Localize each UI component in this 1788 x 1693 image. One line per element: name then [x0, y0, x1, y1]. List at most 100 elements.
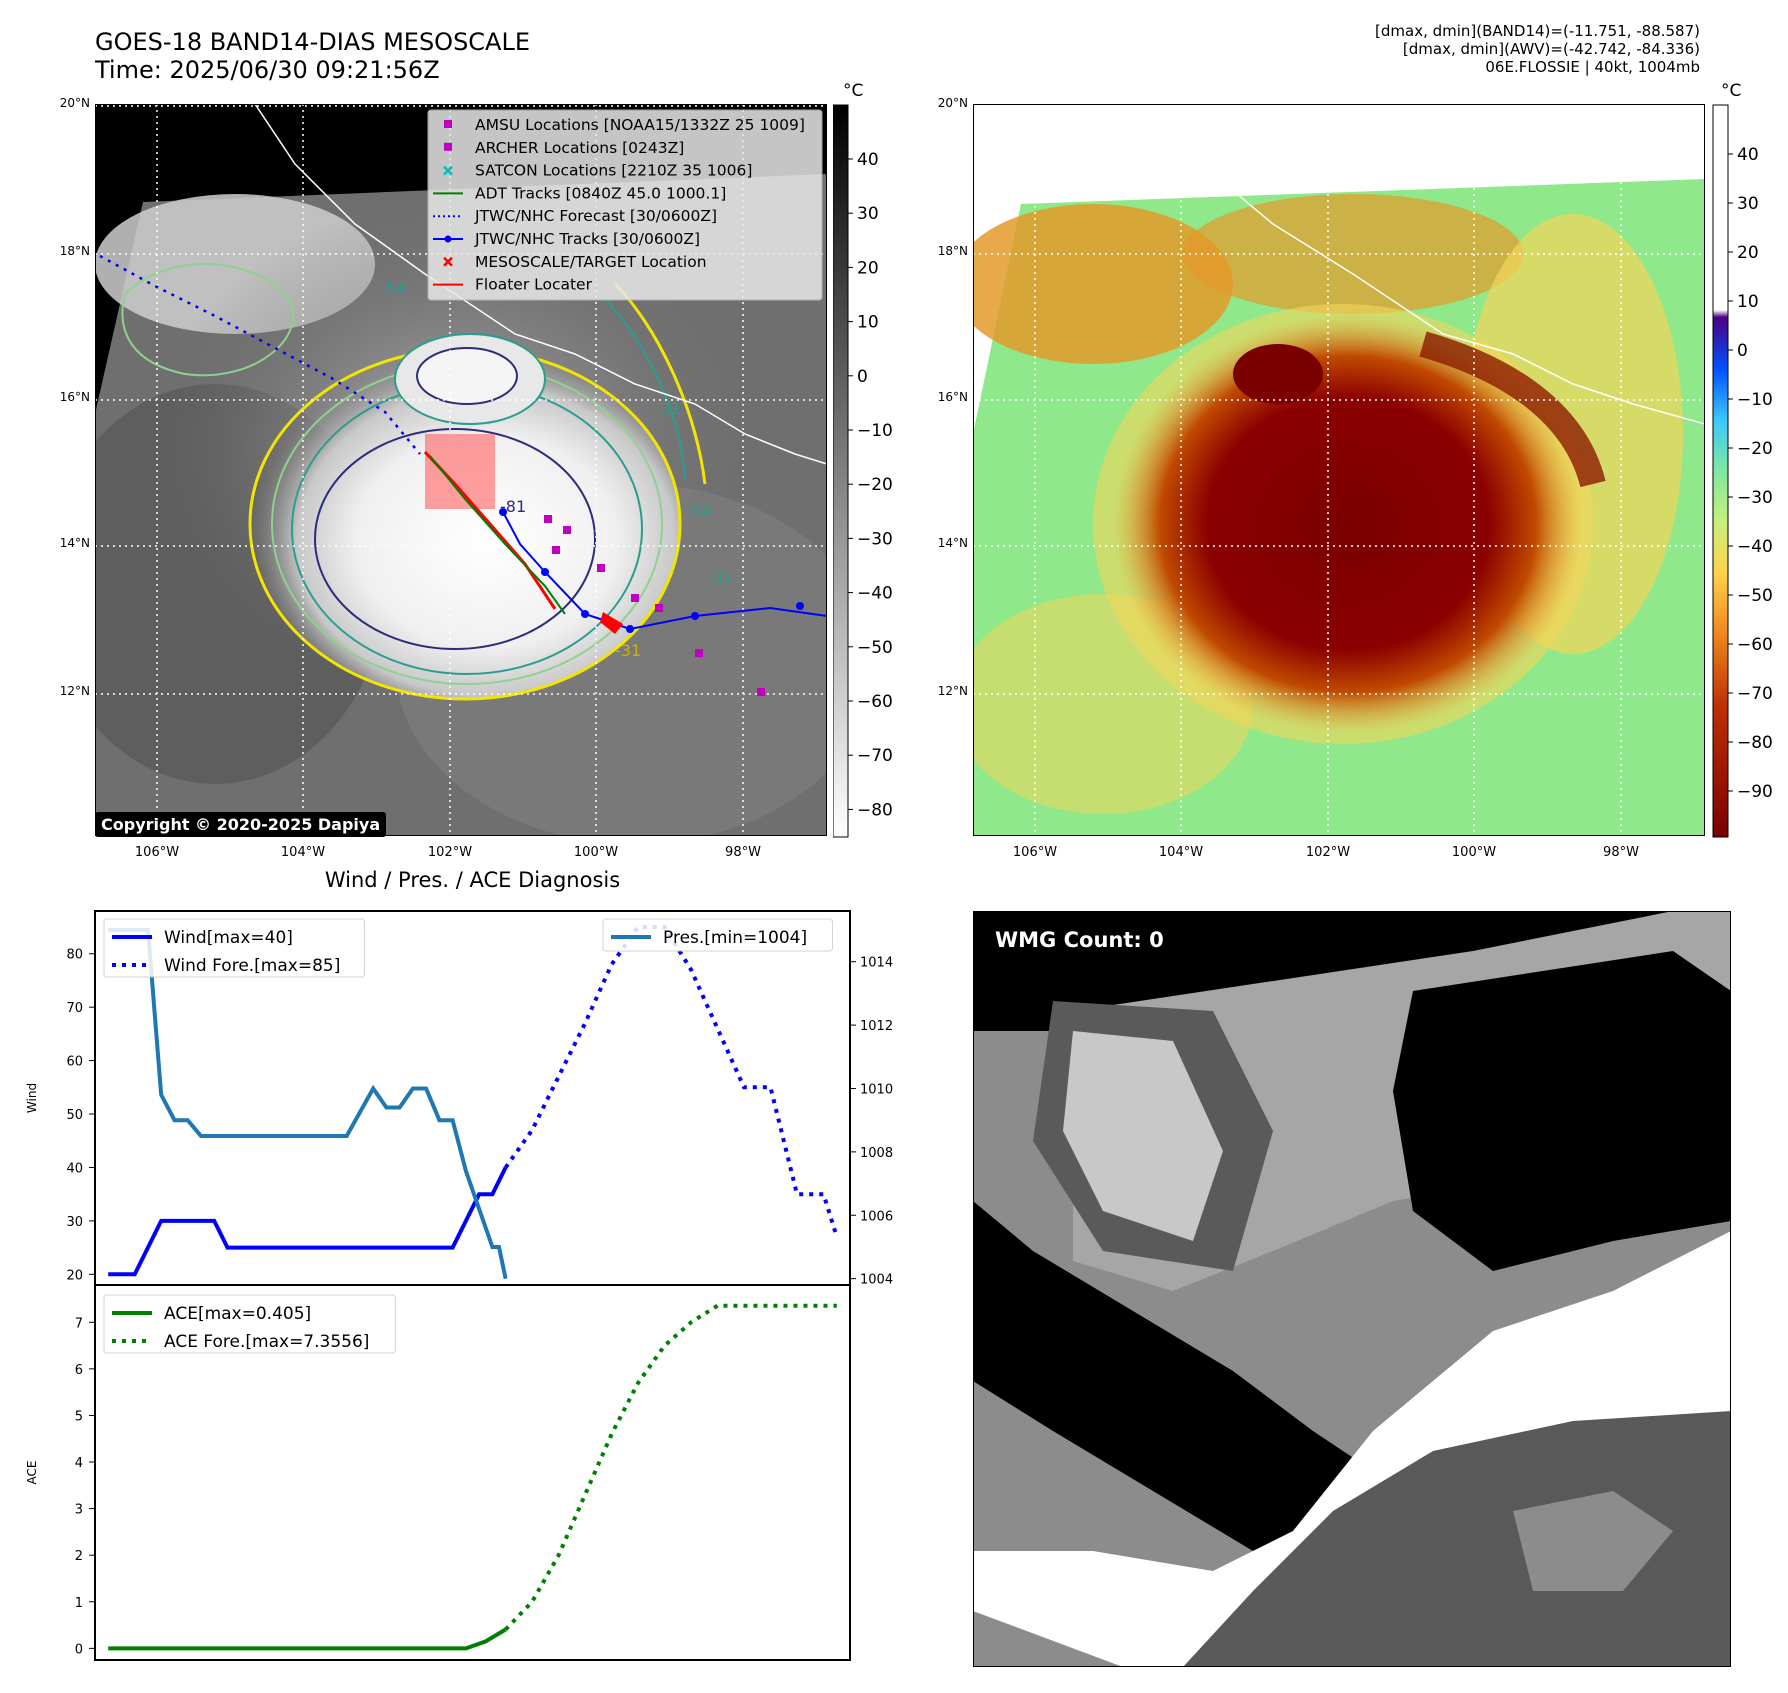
figure-title: GOES-18 BAND14-DIAS MESOSCALE Time: 2025…	[95, 28, 530, 84]
awv-lat-labels: 20°N 18°N 16°N 14°N 12°N	[918, 96, 968, 836]
colorbar-tick-label: −30	[1737, 488, 1773, 508]
lat-label: 14°N	[937, 536, 968, 550]
y-axis-label: Wind	[25, 1083, 39, 1113]
contour-label: -54	[685, 501, 711, 520]
ir-lon-labels: 106°W 104°W 102°W 100°W 98°W	[95, 845, 827, 865]
legend-label: SATCON Locations [2210Z 35 1006]	[475, 162, 752, 180]
colorbar-tick-label: 10	[1737, 292, 1759, 312]
y-right-tick-label: 1010	[860, 1082, 893, 1097]
legend-entry: AMSU Locations [NOAA15/1332Z 25 1009]	[444, 116, 805, 134]
contour-label: -31	[707, 569, 733, 588]
lat-label: 16°N	[59, 390, 90, 404]
lon-label: 106°W	[1012, 845, 1058, 860]
colorbar-tick-label: −50	[1737, 586, 1773, 606]
legend-entry: ADT Tracks [0840Z 45.0 1000.1]	[433, 184, 726, 202]
legend-label: Floater Locater	[475, 276, 593, 294]
legend-label: ADT Tracks [0840Z 45.0 1000.1]	[475, 184, 726, 202]
y-right-tick-label: 1012	[860, 1019, 893, 1034]
coastline	[254, 104, 827, 465]
colorbar-tick-label: −50	[857, 638, 893, 658]
colorbar-tick-label: 40	[857, 150, 879, 170]
colorbar-tick-label: 30	[857, 204, 879, 224]
lon-label: 100°W	[573, 845, 619, 860]
y-tick-label: 70	[66, 1001, 83, 1016]
storm-cloud-shield	[250, 349, 680, 699]
lon-label: 98°W	[1603, 845, 1639, 860]
wmg-map	[973, 911, 1731, 1667]
y-tick-label: 2	[75, 1549, 83, 1564]
legend-entry: Floater Locater	[433, 276, 593, 294]
awv-map	[973, 104, 1705, 836]
y-right-tick-label: 1006	[860, 1209, 893, 1224]
ir-colorbar-unit: °C	[843, 81, 863, 101]
lon-label: 98°W	[725, 845, 761, 860]
legend-label: Wind Fore.[max=85]	[164, 956, 340, 976]
y-tick-label: 40	[66, 1161, 83, 1176]
y-tick-label: 0	[75, 1642, 83, 1657]
colorbar-tick-label: −10	[857, 421, 893, 441]
diagnosis-chart: 20304050607080Wind1004100610081010101210…	[25, 910, 893, 1661]
colorbar-tick-label: −90	[1737, 782, 1773, 802]
awv-lon-labels: 106°W 104°W 102°W 100°W 98°W	[973, 845, 1705, 865]
wmg-count-badge: WMG Count: 0	[987, 924, 1172, 956]
legend-entry: JTWC/NHC Tracks [30/0600Z]	[433, 230, 700, 248]
y-right-tick-label: 1014	[860, 956, 893, 971]
copyright-badge: Copyright © 2020-2025 Dapiya	[95, 812, 387, 837]
colorbar-tick-label: 0	[1737, 341, 1748, 361]
legend-label: ACE Fore.[max=7.3556]	[164, 1332, 369, 1352]
colorbar-tick-label: −80	[1737, 733, 1773, 753]
y-tick-label: 30	[66, 1215, 83, 1230]
colorbar-tick-label: −40	[857, 584, 893, 604]
ir-map: -54 -31 -81 -54 -31 -31 AMSU Locations […	[95, 104, 827, 836]
colorbar-tick-label: 0	[857, 367, 868, 387]
legend-label: JTWC/NHC Tracks [30/0600Z]	[474, 230, 700, 248]
series-line-0	[108, 1166, 508, 1277]
colorbar-tick-label: 20	[857, 258, 879, 278]
lat-label: 18°N	[937, 244, 968, 258]
ace-panel: 0 1 2 3 4 5 6 7 ACE ACE[max=0.405] ACE Fore.[max=7…	[25, 1284, 851, 1661]
colorbar-tick-label: 40	[1737, 145, 1759, 165]
legend-entry: JTWC/NHC Forecast [30/0600Z]	[433, 207, 717, 225]
adt-track	[429, 455, 566, 615]
colorbar-tick-label: −70	[1737, 684, 1773, 704]
legend-label: Wind[max=40]	[164, 928, 293, 948]
info-line-3: 06E.FLOSSIE | 40kt, 1004mb	[1485, 58, 1700, 76]
lon-label: 104°W	[1158, 845, 1204, 860]
legend-label: JTWC/NHC Forecast [30/0600Z]	[474, 207, 717, 225]
lon-label: 102°W	[1305, 845, 1351, 860]
colorbar-tick-label: −30	[857, 529, 893, 549]
y-tick-label: 20	[66, 1268, 83, 1283]
colorbar-tick-label: −20	[857, 475, 893, 495]
legend-entry: MESOSCALE/TARGET Location	[443, 253, 707, 271]
colorbar-tick-label: 30	[1737, 194, 1759, 214]
lon-label: 104°W	[280, 845, 326, 860]
lat-label: 14°N	[59, 536, 90, 550]
lon-label: 106°W	[134, 845, 180, 860]
y-tick-label: 60	[66, 1055, 83, 1070]
title-line-1: GOES-18 BAND14-DIAS MESOSCALE	[95, 28, 531, 56]
lon-label: 102°W	[427, 845, 473, 860]
y-tick-label: 6	[75, 1363, 83, 1378]
legend-entry: SATCON Locations [2210Z 35 1006]	[443, 162, 752, 180]
contour-labels: -54 -31 -81 -54 -31 -31	[380, 279, 733, 660]
contour-label: -31	[615, 641, 641, 660]
legend-label: ARCHER Locations [0243Z]	[475, 139, 684, 157]
colorbar-tick-label: −60	[1737, 635, 1773, 655]
forecast-track	[99, 254, 421, 455]
target-location	[600, 612, 623, 634]
legend-label: AMSU Locations [NOAA15/1332Z 25 1009]	[475, 116, 805, 134]
legend-entry: ARCHER Locations [0243Z]	[444, 139, 684, 157]
y-right-tick-label: 1008	[860, 1146, 893, 1161]
legend-label: ACE[max=0.405]	[164, 1304, 311, 1324]
lat-label: 12°N	[937, 684, 968, 698]
lat-label: 12°N	[59, 684, 90, 698]
graticule	[95, 104, 827, 836]
legend-label: MESOSCALE/TARGET Location	[475, 253, 707, 271]
y-tick-label: 80	[66, 948, 83, 963]
lat-label: 20°N	[937, 96, 968, 110]
colorbar-tick-label: −80	[857, 800, 893, 820]
awv-cold-core	[1113, 314, 1583, 734]
y-tick-label: 7	[75, 1316, 83, 1331]
amsu-archer-points	[544, 515, 765, 696]
colorbar-tick-label: −70	[857, 746, 893, 766]
